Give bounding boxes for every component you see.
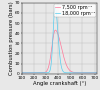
18,000 rpm⁻¹ xyxy=(30,72,31,73)
7,500 rpm⁻¹ xyxy=(30,72,31,73)
7,500 rpm⁻¹ xyxy=(96,72,98,73)
7,500 rpm⁻¹ xyxy=(95,72,96,73)
7,500 rpm⁻¹ xyxy=(34,72,36,73)
7,500 rpm⁻¹ xyxy=(50,55,51,56)
7,500 rpm⁻¹ xyxy=(53,32,55,33)
Y-axis label: Combustion pressure (bars): Combustion pressure (bars) xyxy=(9,1,14,75)
7,500 rpm⁻¹ xyxy=(21,72,23,73)
18,000 rpm⁻¹ xyxy=(34,72,36,73)
Line: 18,000 rpm⁻¹: 18,000 rpm⁻¹ xyxy=(22,7,97,73)
18,000 rpm⁻¹ xyxy=(54,6,56,7)
Legend: 7,500 rpm⁻¹, 18,000 rpm⁻¹: 7,500 rpm⁻¹, 18,000 rpm⁻¹ xyxy=(54,4,96,17)
7,500 rpm⁻¹ xyxy=(87,72,88,73)
Line: 7,500 rpm⁻¹: 7,500 rpm⁻¹ xyxy=(22,30,97,73)
X-axis label: Angle crankshaft (°): Angle crankshaft (°) xyxy=(33,81,86,86)
18,000 rpm⁻¹ xyxy=(95,72,96,73)
18,000 rpm⁻¹ xyxy=(87,72,88,73)
18,000 rpm⁻¹ xyxy=(96,72,98,73)
7,500 rpm⁻¹ xyxy=(55,30,56,31)
18,000 rpm⁻¹ xyxy=(50,66,51,68)
18,000 rpm⁻¹ xyxy=(53,15,55,16)
18,000 rpm⁻¹ xyxy=(21,72,23,73)
